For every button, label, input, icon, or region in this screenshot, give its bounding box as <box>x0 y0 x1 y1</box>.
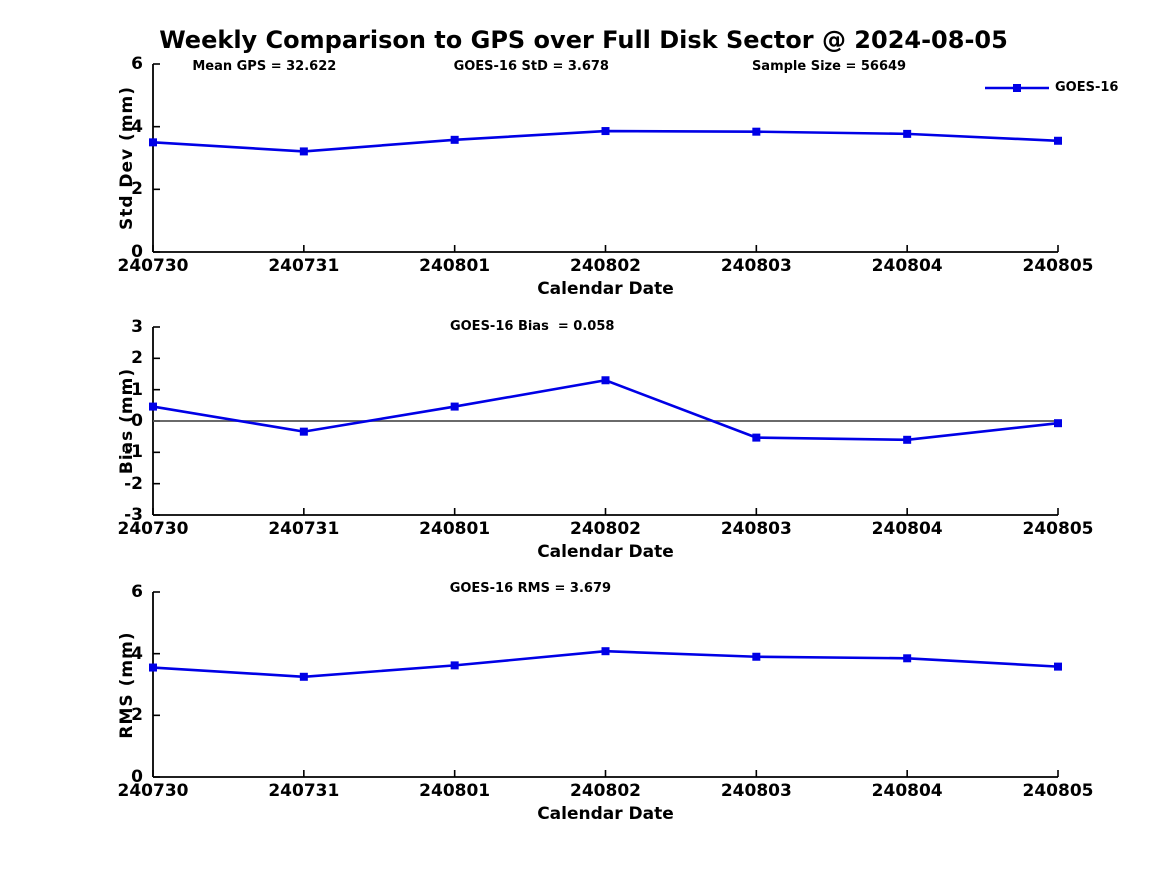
y-tick-label: 2 <box>131 348 143 369</box>
x-tick-label: 240801 <box>419 519 491 539</box>
rms-x-axis-label: Calendar Date <box>537 804 674 824</box>
data-point-marker <box>903 435 912 444</box>
stddev-chart: Mean GPS = 32.622 GOES-16 StD = 3.678 Samp… <box>0 55 1167 299</box>
y-tick-label: 6 <box>131 54 143 74</box>
stddev-annotations: Mean GPS = 32.622 GOES-16 StD = 3.678 Samp… <box>153 59 1058 75</box>
annotation-text: Mean GPS = 32.622 <box>192 59 337 74</box>
bias-plot-area <box>149 326 1062 516</box>
y-tick-label: 4 <box>131 116 143 137</box>
y-tick-label: 0 <box>131 767 143 787</box>
data-point-marker <box>903 654 912 663</box>
stddev-y-axis-label: Std Dev (mm) <box>117 85 137 231</box>
bias-annotations: GOES-16 Bias = 0.058 <box>153 319 1058 335</box>
data-point-marker <box>752 652 761 661</box>
x-tick-label: 240803 <box>720 781 792 801</box>
bias-chart: GOES-16 Bias = 0.058 Bias (mm) Calendar … <box>0 318 1167 562</box>
x-tick-label: 240804 <box>871 781 943 801</box>
x-tick-label: 240802 <box>570 256 641 276</box>
y-tick-label: 3 <box>131 317 143 337</box>
data-point-marker <box>752 433 761 442</box>
stddev-plot-area <box>149 63 1062 253</box>
stddev-x-axis-label: Calendar Date <box>537 279 674 299</box>
data-point-marker <box>1054 419 1062 428</box>
data-point-marker <box>149 663 157 672</box>
x-tick-label: 240730 <box>117 256 189 276</box>
x-tick-label: 240805 <box>1022 781 1094 801</box>
data-point-marker <box>450 402 459 411</box>
x-tick-label: 240804 <box>871 256 943 276</box>
x-tick-label: 240802 <box>570 781 641 801</box>
x-tick-label: 240730 <box>117 519 189 539</box>
x-tick-label: 240802 <box>570 519 641 539</box>
figure-title: Weekly Comparison to GPS over Full Disk … <box>159 26 1008 54</box>
legend: GOES-16 <box>985 78 1125 98</box>
x-tick-label: 240801 <box>419 256 491 276</box>
legend-line-marker-icon <box>985 84 1049 92</box>
y-tick-label: 0 <box>131 242 143 262</box>
x-tick-label: 240731 <box>268 256 340 276</box>
data-point-marker <box>299 427 308 436</box>
data-line <box>152 378 1059 442</box>
y-tick-label: -3 <box>124 505 143 525</box>
y-tick-label: 1 <box>131 379 143 400</box>
x-tick-label: 240804 <box>871 519 943 539</box>
data-point-marker <box>752 127 761 136</box>
x-tick-label: 240803 <box>720 519 792 539</box>
x-tick-label: 240803 <box>720 256 792 276</box>
data-point-marker <box>299 672 308 681</box>
data-point-marker <box>1054 136 1062 145</box>
data-point-marker <box>450 135 459 144</box>
x-tick-label: 240805 <box>1022 519 1094 539</box>
y-tick-label: 4 <box>131 643 143 664</box>
y-tick-label: 0 <box>131 411 143 431</box>
data-point-marker <box>149 402 157 411</box>
data-point-marker <box>601 376 610 385</box>
data-point-marker <box>601 127 610 136</box>
annotation-text: GOES-16 Bias = 0.058 <box>449 319 615 334</box>
y-tick-label: -2 <box>124 473 143 494</box>
x-tick-label: 240731 <box>268 519 340 539</box>
y-tick-label: 6 <box>131 582 143 602</box>
y-tick-label: 2 <box>131 705 143 726</box>
x-tick-label: 240805 <box>1022 256 1094 276</box>
legend-marker <box>1013 84 1021 92</box>
data-point-marker <box>450 661 459 670</box>
annotation-text: GOES-16 StD = 3.678 <box>453 59 609 74</box>
data-point-marker <box>299 147 308 156</box>
y-tick-label: 2 <box>131 179 143 200</box>
data-point-marker <box>903 129 912 138</box>
rms-annotations: GOES-16 RMS = 3.679 <box>153 581 1058 597</box>
bias-x-axis-label: Calendar Date <box>537 542 674 562</box>
legend-label: GOES-16 <box>1055 80 1119 95</box>
annotation-text: GOES-16 RMS = 3.679 <box>449 581 612 596</box>
data-point-marker <box>601 647 610 656</box>
data-point-marker <box>149 138 157 147</box>
annotation-text: Sample Size = 56649 <box>751 59 907 74</box>
y-tick-label: -1 <box>124 442 143 463</box>
x-tick-label: 240801 <box>419 781 491 801</box>
data-point-marker <box>1054 662 1062 671</box>
rms-plot-area <box>149 591 1062 778</box>
x-tick-label: 240730 <box>117 781 189 801</box>
rms-chart: GOES-16 RMS = 3.679 RMS (mm) Calendar Da… <box>0 581 1167 824</box>
x-tick-label: 240731 <box>268 781 340 801</box>
